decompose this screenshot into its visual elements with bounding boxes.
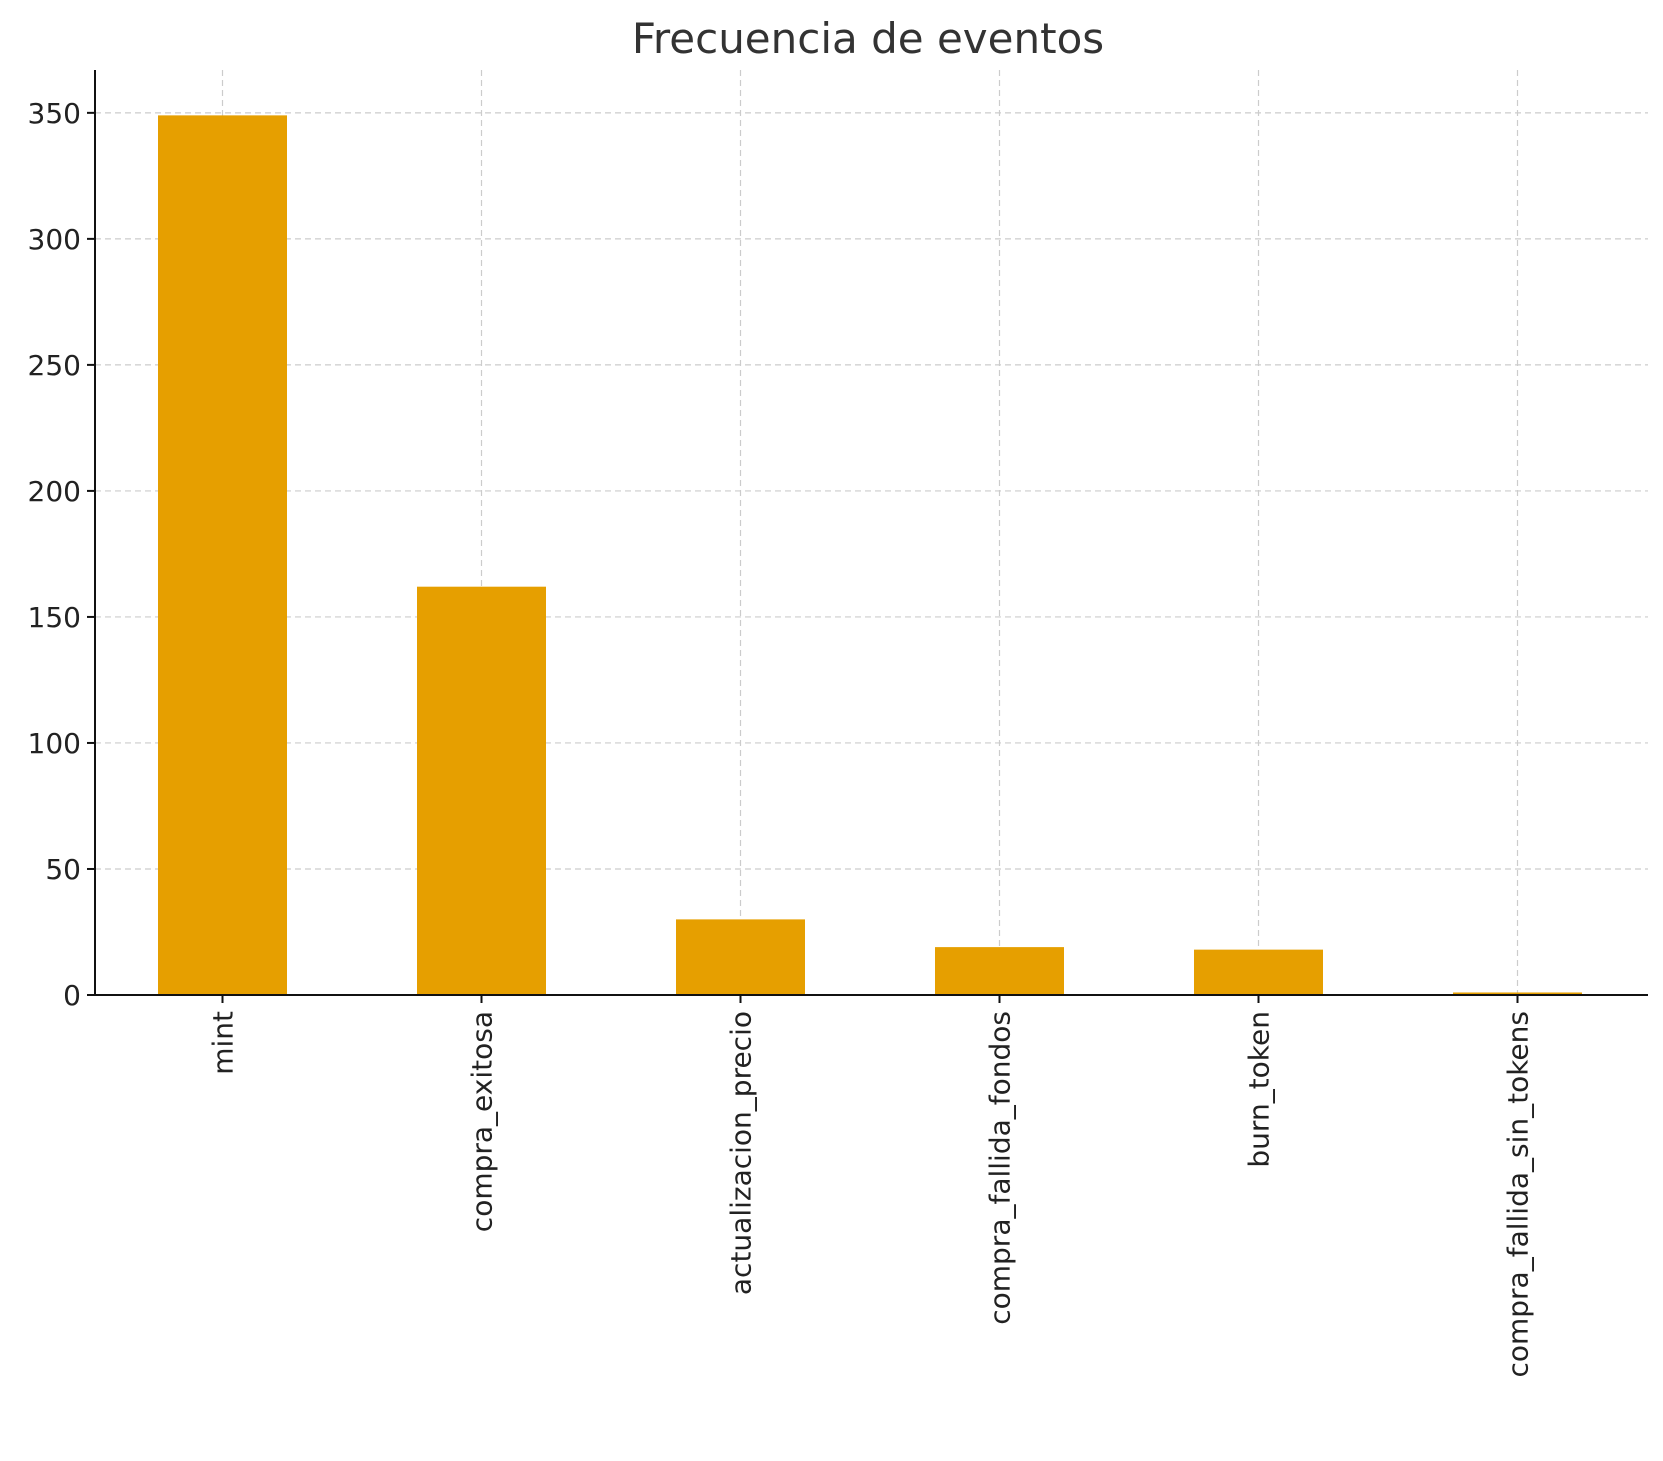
chart-title: Frecuencia de eventos — [632, 14, 1104, 63]
x-tick-label: compra_fallida_sin_tokens — [1502, 1011, 1535, 1378]
bar-mint — [158, 115, 287, 995]
bars-layer — [158, 115, 1582, 995]
y-tick-label: 300 — [28, 223, 81, 256]
y-tick-label: 50 — [45, 853, 81, 886]
y-tick-label: 150 — [28, 601, 81, 634]
y-tick-label: 350 — [28, 97, 81, 130]
y-tick-label: 100 — [28, 727, 81, 760]
bar-compra_fallida_sin_tokens — [1453, 992, 1582, 995]
y-tick-label: 0 — [63, 979, 81, 1012]
x-tick-label: burn_token — [1243, 1011, 1276, 1168]
y-tick-label: 200 — [28, 475, 81, 508]
bar-burn_token — [1194, 949, 1323, 995]
bar-compra_fallida_fondos — [935, 947, 1064, 995]
ticks-layer: 0 50 100 150 200 250 300 350 mint compra_exitosa a… — [28, 97, 1535, 1378]
bar-compra_exitosa — [417, 586, 546, 995]
axes-layer — [94, 70, 1648, 996]
x-tick-label: compra_exitosa — [466, 1011, 499, 1232]
bar-actualizacion_precio — [676, 919, 805, 995]
x-tick-label: actualizacion_precio — [725, 1011, 758, 1295]
x-tick-label: compra_fallida_fondos — [984, 1011, 1017, 1325]
y-tick-label: 250 — [28, 349, 81, 382]
grid-layer — [95, 70, 1648, 996]
x-tick-label: mint — [207, 1011, 240, 1075]
